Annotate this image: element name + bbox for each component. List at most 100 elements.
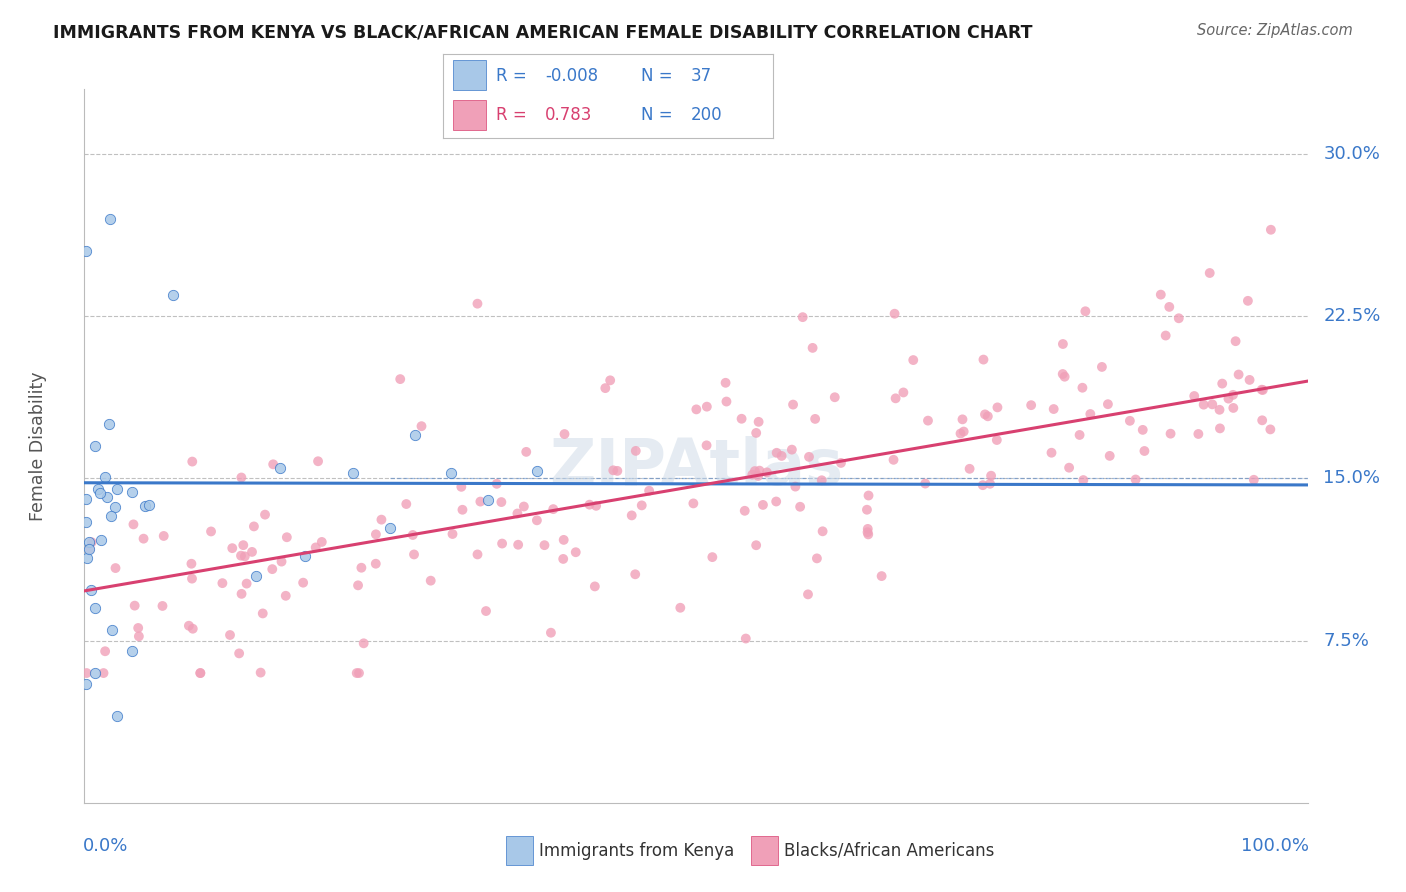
Point xyxy=(450,480,472,494)
Point xyxy=(240,545,263,559)
Point xyxy=(221,541,243,556)
Point xyxy=(219,628,242,642)
Point xyxy=(122,517,145,532)
Point xyxy=(127,621,149,635)
Point xyxy=(1091,359,1114,374)
Point xyxy=(526,513,548,527)
Point xyxy=(624,443,647,458)
Point xyxy=(104,561,127,575)
Point xyxy=(451,502,474,516)
Point xyxy=(249,665,271,680)
Point xyxy=(1250,383,1272,397)
Point xyxy=(235,576,257,591)
Point xyxy=(959,462,981,476)
Point xyxy=(765,494,787,508)
Point xyxy=(734,504,756,518)
Point xyxy=(124,599,146,613)
Point xyxy=(245,568,267,582)
Point xyxy=(734,632,756,646)
Point xyxy=(76,551,98,566)
Point xyxy=(952,412,974,426)
Point xyxy=(583,579,606,593)
Point xyxy=(180,557,202,571)
Point xyxy=(274,589,297,603)
Point xyxy=(1119,414,1142,428)
Point xyxy=(785,480,807,494)
Text: 100.0%: 100.0% xyxy=(1241,837,1309,855)
Point xyxy=(1218,392,1240,406)
Point xyxy=(395,497,418,511)
Point xyxy=(1251,383,1274,397)
Point xyxy=(806,551,828,566)
Point xyxy=(93,666,115,681)
Point xyxy=(1187,427,1209,442)
Point xyxy=(467,296,489,310)
Point xyxy=(411,419,433,434)
Point xyxy=(1192,398,1215,412)
Point xyxy=(121,644,143,658)
Point xyxy=(211,576,233,591)
Point xyxy=(243,519,266,533)
Point xyxy=(1042,402,1064,417)
Point xyxy=(353,636,375,650)
Point xyxy=(419,574,441,588)
Point xyxy=(1097,397,1119,411)
Point xyxy=(1052,337,1074,351)
Point xyxy=(128,629,150,643)
Point xyxy=(402,528,425,542)
Point xyxy=(350,560,373,574)
Point xyxy=(858,527,880,541)
Text: R =: R = xyxy=(496,67,531,85)
Point xyxy=(162,287,184,301)
Point xyxy=(138,498,160,512)
Point xyxy=(93,470,115,484)
Point xyxy=(578,498,600,512)
Point xyxy=(952,425,974,439)
Point xyxy=(276,530,298,544)
Point xyxy=(870,569,893,583)
Point xyxy=(1057,460,1080,475)
Point xyxy=(491,536,513,550)
Point xyxy=(80,535,103,549)
Point xyxy=(1198,266,1220,280)
Text: Blacks/African Americans: Blacks/African Americans xyxy=(785,842,994,860)
Point xyxy=(370,513,392,527)
Point xyxy=(233,549,256,564)
Point xyxy=(181,454,204,468)
Point xyxy=(231,470,253,484)
Point xyxy=(515,445,537,459)
Point xyxy=(87,482,110,496)
Point xyxy=(294,549,316,564)
Bar xyxy=(453,61,486,90)
Point xyxy=(467,548,489,562)
Point xyxy=(1019,398,1042,412)
Point xyxy=(84,601,107,615)
Point xyxy=(914,476,936,491)
Point xyxy=(755,466,778,480)
Point xyxy=(262,562,284,576)
Point xyxy=(782,398,804,412)
Point xyxy=(533,538,555,552)
Point xyxy=(669,600,692,615)
Point xyxy=(1071,381,1094,395)
Point xyxy=(986,433,1008,447)
Text: 37: 37 xyxy=(690,67,711,85)
Point xyxy=(1073,473,1095,487)
Point xyxy=(254,508,277,522)
Point xyxy=(797,587,820,601)
Point xyxy=(75,244,97,259)
Text: 200: 200 xyxy=(690,106,723,124)
Point xyxy=(624,567,647,582)
Point xyxy=(181,622,204,636)
Point xyxy=(508,538,530,552)
Point xyxy=(801,341,824,355)
Point xyxy=(104,500,127,514)
Point xyxy=(1098,449,1121,463)
Point xyxy=(780,442,803,457)
Point xyxy=(702,550,724,565)
Point xyxy=(470,494,492,508)
Point xyxy=(1132,423,1154,437)
Text: ZIPAtlas: ZIPAtlas xyxy=(548,436,844,499)
Point xyxy=(1150,287,1173,301)
Point xyxy=(599,373,621,387)
